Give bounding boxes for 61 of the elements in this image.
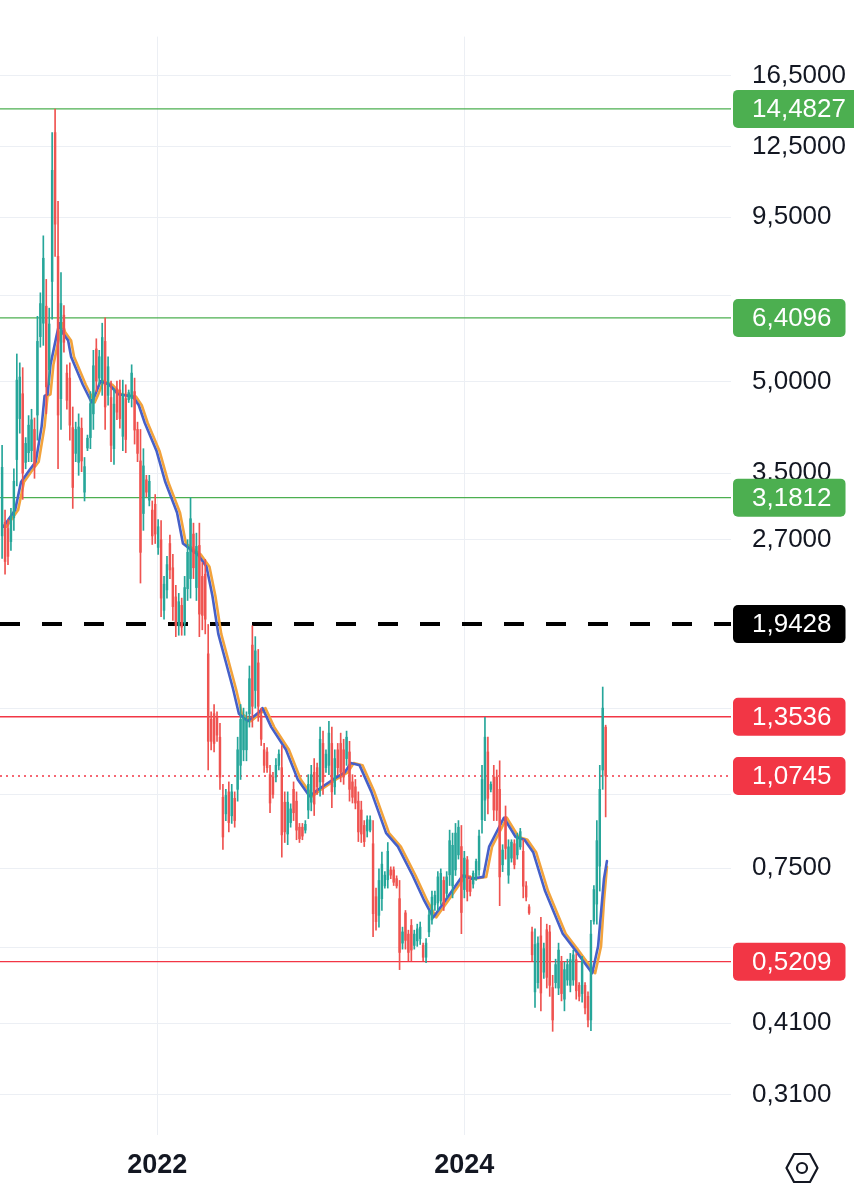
candlestick [189, 497, 192, 599]
candlestick [233, 791, 236, 828]
ref-line-label: 0,5209 [752, 945, 832, 976]
candlestick [83, 457, 86, 502]
ref-line-label: 1,9428 [752, 608, 832, 639]
candlestick [130, 364, 133, 408]
candlestick [304, 820, 307, 834]
ref-line-label: 3,1812 [752, 481, 832, 512]
candlestick [348, 740, 351, 802]
candlestick [345, 730, 348, 766]
candlestick [33, 417, 36, 479]
candlestick [254, 636, 257, 709]
candlestick [42, 235, 45, 346]
y-tick-label: 5,0000 [752, 364, 832, 395]
candlestick [516, 832, 519, 860]
candlestick [21, 367, 24, 500]
candlestick [339, 732, 342, 783]
candlestick [507, 839, 510, 884]
candlestick [501, 844, 504, 872]
y-tick-label: 2,7000 [752, 522, 832, 553]
candlestick [513, 839, 516, 870]
candlestick [557, 942, 560, 996]
y-tick-label: 0,4100 [752, 1006, 832, 1037]
candlestick [560, 955, 563, 1002]
candlestick [466, 856, 469, 902]
ref-line-label: 1,0745 [752, 760, 832, 791]
x-tick-label: 2022 [127, 1148, 188, 1179]
candlestick [563, 961, 566, 1012]
candlestick [77, 413, 80, 476]
x-tick-label: 2024 [434, 1148, 495, 1179]
candlestick [192, 522, 195, 579]
candlestick [392, 866, 395, 886]
candlestick [195, 532, 198, 601]
candlestick [142, 448, 145, 531]
candlestick [604, 724, 607, 818]
ref-line-label: 14,4827 [752, 93, 846, 124]
y-tick-label: 0,7500 [752, 851, 832, 882]
candlestick [498, 760, 501, 907]
candlestick [80, 417, 83, 472]
candlestick [504, 805, 507, 860]
candlestick [180, 597, 183, 636]
candlestick [410, 919, 413, 961]
y-tick-label: 0,3100 [752, 1077, 832, 1108]
candlestick [460, 825, 463, 934]
candlestick [301, 823, 304, 841]
ref-line-label: 1,3536 [752, 700, 832, 731]
candlestick [569, 953, 572, 993]
candlestick [95, 338, 98, 392]
candlestick [145, 475, 148, 498]
candlestick [398, 880, 401, 970]
y-tick-label: 9,5000 [752, 200, 832, 231]
candlestick [148, 475, 151, 507]
y-tick-label: 16,5000 [752, 58, 846, 89]
candlestick [463, 850, 466, 899]
candlestick [286, 791, 289, 846]
ref-line-label: 6,4096 [752, 302, 832, 333]
candlestick [30, 408, 33, 462]
candlestick [251, 625, 254, 728]
candlestick [198, 522, 201, 637]
candlestick [401, 926, 404, 950]
y-tick-label: 12,5000 [752, 129, 846, 160]
